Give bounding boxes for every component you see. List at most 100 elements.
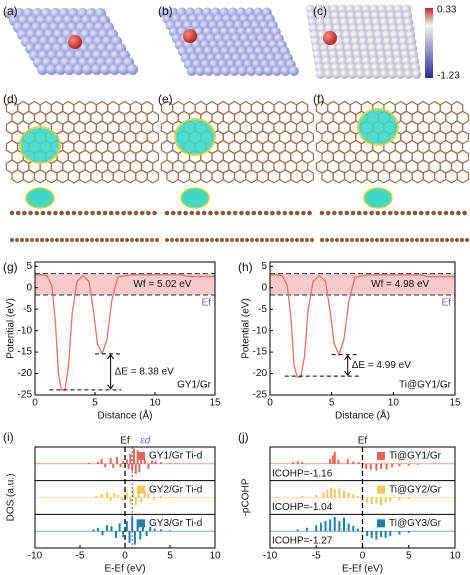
charge-density	[357, 108, 399, 146]
atom	[46, 210, 52, 216]
atom	[363, 210, 368, 216]
atom	[140, 238, 144, 242]
legend-swatch	[137, 485, 145, 494]
atom	[350, 238, 354, 242]
atom	[46, 64, 57, 75]
potential-line	[35, 274, 215, 391]
atom	[420, 238, 424, 242]
atom	[195, 210, 201, 216]
atom	[110, 238, 114, 242]
atom	[70, 238, 74, 242]
panel-label: (i)	[3, 430, 14, 444]
atom	[270, 238, 274, 242]
y-tick-label: 5	[261, 261, 267, 272]
atom	[201, 210, 207, 216]
atom	[84, 210, 89, 216]
atom	[410, 238, 414, 242]
dopant-atom	[68, 35, 82, 49]
y-tick-label: 0	[26, 282, 32, 293]
y-tick-label: -25	[18, 390, 33, 401]
atom	[90, 238, 94, 242]
system-label: Ti@GY1/Gr	[399, 380, 452, 391]
y-axis-label: -pCOHP	[241, 478, 252, 516]
atom	[55, 238, 59, 242]
atom	[130, 238, 134, 242]
panel-label: (c)	[313, 4, 327, 18]
atom	[203, 66, 214, 76]
atom	[325, 238, 329, 242]
atom	[100, 238, 104, 242]
x-axis-label: E-Ef (eV)	[104, 564, 145, 575]
atom	[360, 238, 364, 242]
atom	[282, 210, 288, 216]
atom	[418, 210, 424, 216]
atom	[290, 238, 294, 242]
atom	[60, 238, 64, 242]
x-tick-label: 0	[122, 551, 128, 562]
atom	[395, 69, 406, 80]
carbon-ring	[456, 169, 469, 184]
fermi-label: Ef	[442, 298, 452, 309]
dopant-atom	[323, 31, 337, 45]
atom	[263, 66, 274, 76]
delta-label: ΔE = 8.38 eV	[115, 366, 175, 377]
atom	[395, 238, 399, 242]
atom	[235, 238, 239, 242]
x-tick-label: 0	[32, 398, 38, 409]
carbon-ring	[67, 169, 81, 184]
atom	[185, 238, 189, 242]
panel-label: (d)	[3, 92, 18, 106]
atom	[363, 69, 374, 80]
x-axis-label: Distance (Å)	[97, 409, 152, 422]
legend-swatch	[377, 452, 385, 460]
legend-label: Ti@GY3/Gr	[389, 518, 442, 529]
carbon-ring	[112, 169, 126, 184]
atom	[257, 210, 263, 216]
carbon-ring	[222, 169, 236, 184]
atom	[96, 210, 102, 216]
carbon-ring	[188, 169, 202, 184]
arrow-head	[107, 353, 114, 390]
atom	[365, 238, 369, 242]
atom	[22, 210, 27, 216]
atom	[190, 238, 194, 242]
carbon-ring	[90, 169, 103, 184]
atom	[91, 64, 102, 75]
atom	[405, 238, 409, 242]
atom	[246, 66, 257, 76]
atom	[387, 210, 393, 216]
atom	[255, 238, 259, 242]
atom	[375, 238, 379, 242]
x-axis-label: Distance (Å)	[335, 409, 390, 422]
atom	[237, 66, 248, 76]
y-tick-label: -15	[253, 347, 268, 358]
structure-renders	[5, 4, 469, 242]
y-tick-label: -10	[253, 325, 268, 336]
atom	[232, 210, 238, 216]
atom	[165, 238, 169, 242]
atom	[108, 210, 114, 216]
carbon-ring	[355, 169, 368, 184]
atom	[381, 210, 387, 216]
panel-label: (b)	[158, 4, 173, 18]
legend-label: GY3/Gr Ti-d	[149, 518, 202, 529]
atom	[200, 238, 204, 242]
x-tick-label: 15	[449, 398, 461, 409]
atom	[135, 238, 139, 242]
legend-swatch	[137, 452, 145, 460]
atom	[456, 210, 461, 216]
atom	[323, 69, 334, 80]
atom	[10, 238, 14, 242]
atom	[150, 238, 154, 242]
x-axis-label: E-Ef (eV)	[342, 564, 383, 575]
carbon-ring	[256, 169, 269, 184]
colorbar-tick: 0.33	[437, 5, 457, 16]
atom	[55, 64, 66, 75]
atom	[345, 238, 349, 242]
carbon-ring	[33, 169, 47, 184]
panel-label: (e)	[158, 92, 173, 106]
icohp-label: ICOHP=-1.04	[272, 502, 333, 513]
carbon-ring	[290, 169, 303, 184]
atom	[276, 210, 281, 216]
